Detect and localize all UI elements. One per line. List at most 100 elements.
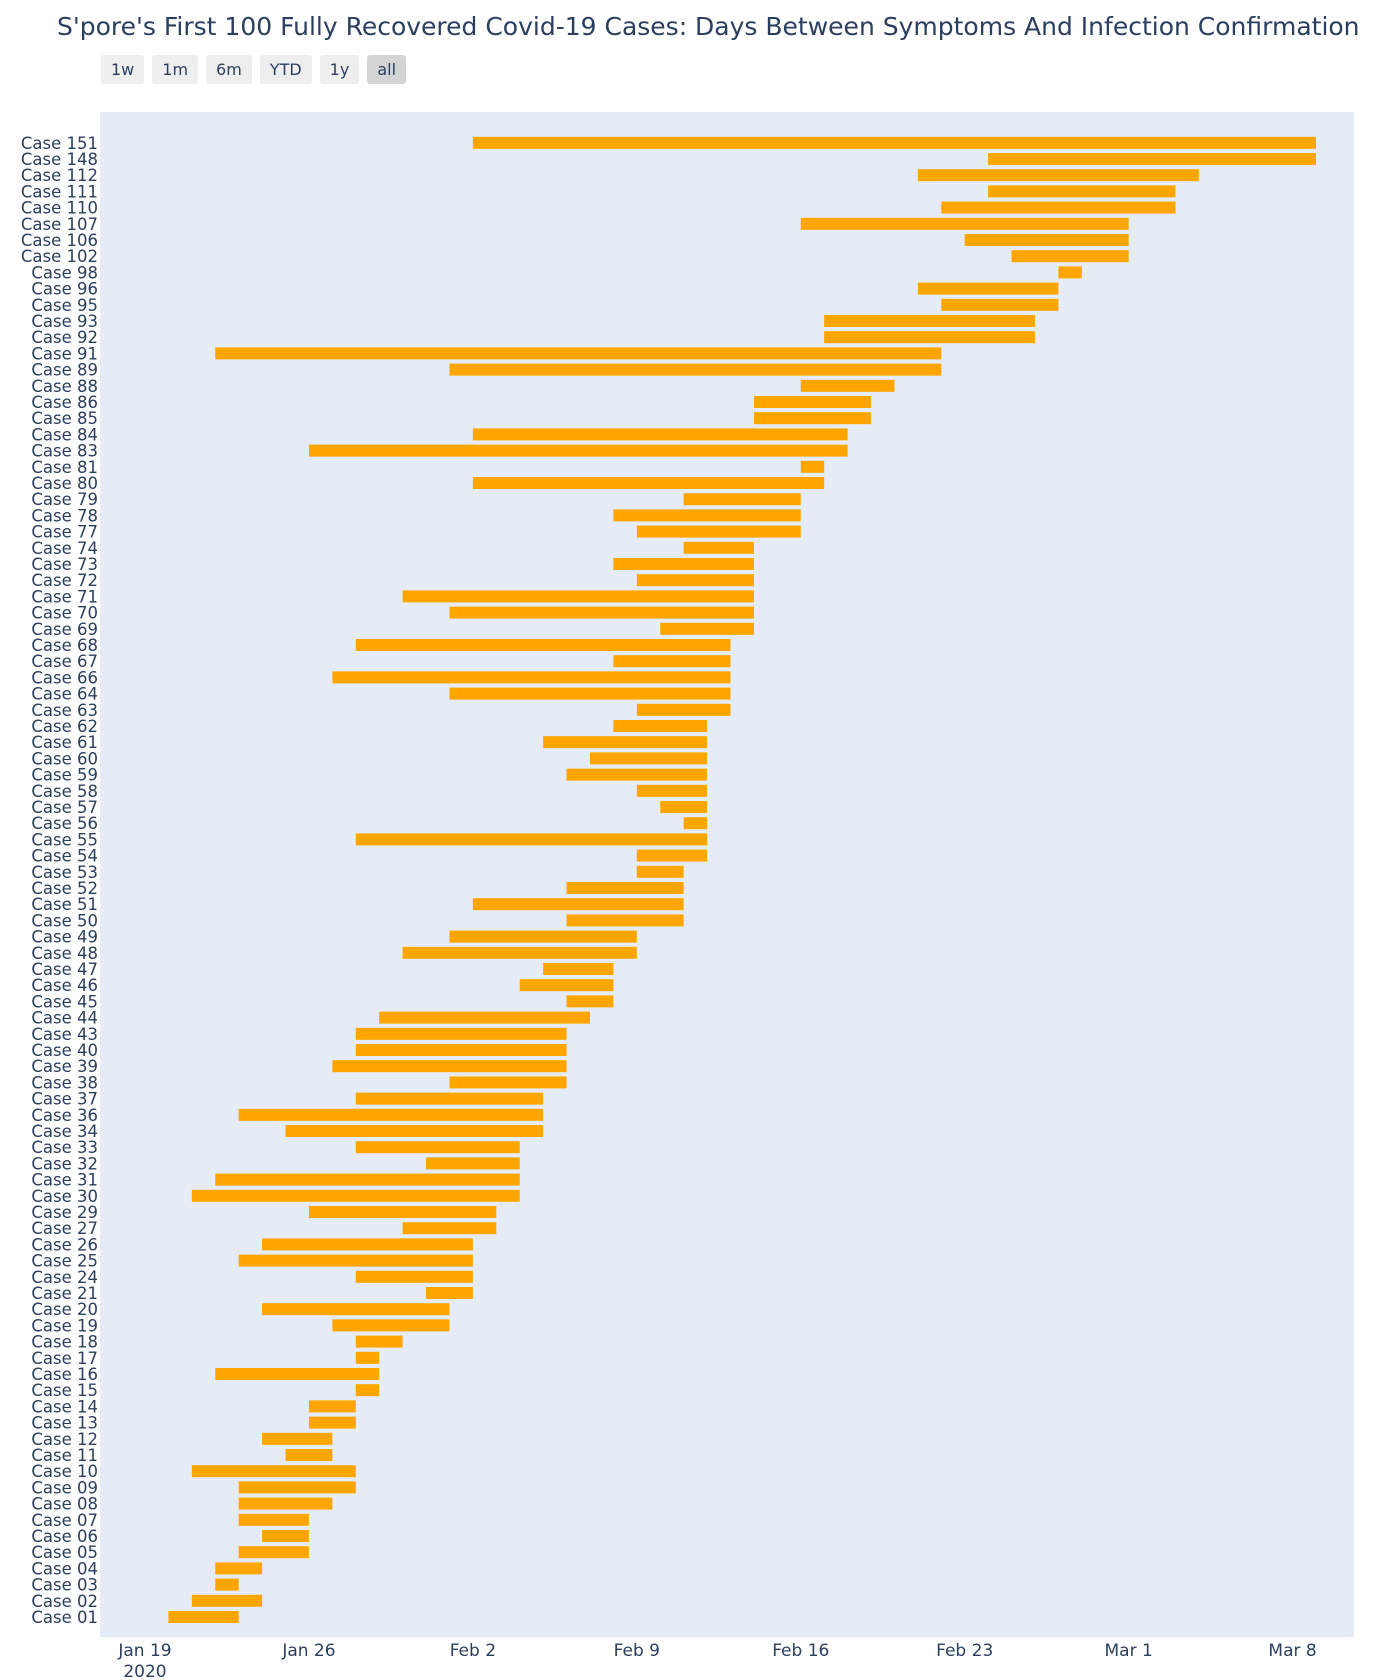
bar-case-25 (238, 1254, 473, 1267)
y-tick-label: Case 32 (31, 1154, 98, 1173)
bar-case-01 (168, 1611, 239, 1623)
bar-case-110 (941, 201, 1176, 214)
y-tick-label: Case 08 (31, 1495, 98, 1514)
y-tick-label: Case 59 (31, 766, 98, 785)
y-tick-label: Case 60 (31, 749, 98, 768)
y-tick-label: Case 19 (31, 1316, 98, 1335)
bar-case-78 (613, 509, 801, 522)
x-tick-label: Mar 8 (1268, 1641, 1316, 1661)
bar-case-44 (379, 1011, 590, 1024)
y-tick-label: Case 95 (31, 296, 98, 315)
bar-case-13 (308, 1416, 356, 1429)
bar-case-12 (262, 1432, 333, 1445)
y-tick-label: Case 55 (31, 830, 98, 849)
range-button-1w[interactable]: 1w (101, 55, 145, 84)
y-tick-label: Case 86 (31, 393, 98, 412)
y-tick-label: Case 17 (31, 1349, 98, 1368)
bar-case-84 (472, 428, 848, 441)
x-tick-label: Jan 26 (281, 1641, 335, 1661)
bar-case-151 (472, 136, 1316, 149)
bar-case-06 (262, 1530, 309, 1542)
y-tick-label: Case 92 (31, 328, 98, 347)
range-button-6m[interactable]: 6m (206, 55, 252, 84)
y-tick-label: Case 112 (21, 166, 98, 185)
y-tick-label: Case 54 (31, 847, 98, 866)
bar-case-38 (449, 1076, 567, 1089)
bar-case-70 (449, 606, 754, 619)
y-tick-label: Case 57 (31, 798, 98, 817)
bar-case-32 (426, 1157, 520, 1170)
range-button-all[interactable]: all (367, 55, 407, 84)
y-tick-label: Case 79 (31, 490, 98, 509)
y-tick-label: Case 89 (31, 361, 98, 380)
bar-case-08 (238, 1497, 333, 1510)
y-tick-label: Case 11 (31, 1446, 98, 1465)
y-tick-label: Case 85 (31, 409, 98, 428)
bar-case-34 (285, 1125, 544, 1137)
y-tick-label: Case 151 (21, 134, 98, 153)
y-tick-label: Case 44 (31, 1009, 98, 1028)
bar-case-95 (941, 298, 1059, 311)
y-tick-label: Case 61 (31, 733, 98, 752)
y-tick-label: Case 18 (31, 1333, 98, 1352)
bar-case-111 (988, 185, 1176, 198)
y-tick-label: Case 27 (31, 1219, 98, 1238)
bar-case-50 (566, 914, 684, 927)
y-tick-label: Case 01 (31, 1608, 98, 1627)
bar-case-48 (402, 946, 637, 959)
range-button-ytd[interactable]: YTD (259, 55, 312, 84)
bar-case-102 (1011, 250, 1129, 263)
y-tick-label: Case 64 (31, 685, 98, 704)
bar-case-26 (262, 1238, 473, 1251)
bar-case-63 (636, 703, 731, 716)
range-button-1m[interactable]: 1m (152, 55, 199, 84)
y-tick-label: Case 30 (31, 1187, 98, 1206)
bar-case-05 (238, 1546, 309, 1559)
y-tick-label: Case 45 (31, 992, 98, 1011)
bar-case-93 (824, 315, 1035, 327)
bar-case-17 (355, 1351, 380, 1364)
bar-case-72 (636, 574, 754, 587)
y-tick-label: Case 53 (31, 863, 98, 882)
x-tick-label: Mar 1 (1104, 1641, 1152, 1661)
bar-case-73 (613, 558, 754, 570)
bar-case-31 (215, 1173, 520, 1186)
y-tick-label: Case 40 (31, 1041, 98, 1060)
y-tick-label: Case 67 (31, 652, 98, 671)
bar-case-98 (1058, 266, 1082, 279)
bar-case-51 (472, 898, 684, 911)
bar-case-45 (566, 995, 614, 1008)
y-tick-label: Case 56 (31, 814, 98, 833)
bar-case-64 (449, 687, 731, 700)
bar-case-20 (262, 1303, 450, 1316)
x-tick-label: Feb 2 (450, 1641, 496, 1661)
y-tick-label: Case 50 (31, 911, 98, 930)
y-tick-label: Case 04 (31, 1559, 98, 1578)
y-tick-label: Case 80 (31, 474, 98, 493)
y-tick-label: Case 69 (31, 620, 98, 639)
y-tick-label: Case 02 (31, 1592, 98, 1611)
bar-case-14 (308, 1400, 356, 1413)
bar-case-81 (800, 460, 825, 473)
y-tick-label: Case 46 (31, 976, 98, 995)
bar-case-61 (543, 736, 708, 749)
x-tick-label: Feb 16 (772, 1641, 829, 1661)
bar-case-18 (355, 1335, 403, 1348)
bar-case-33 (355, 1141, 520, 1154)
y-tick-label: Case 106 (21, 231, 98, 250)
y-tick-label: Case 14 (31, 1397, 98, 1416)
y-tick-label: Case 148 (21, 150, 98, 169)
bar-case-21 (426, 1287, 473, 1299)
bar-case-77 (636, 525, 801, 538)
y-tick-label: Case 24 (31, 1268, 98, 1287)
range-button-1y[interactable]: 1y (319, 55, 360, 84)
y-tick-label: Case 110 (21, 199, 98, 218)
bar-case-30 (191, 1189, 520, 1202)
y-tick-label: Case 58 (31, 782, 98, 801)
y-tick-label: Case 10 (31, 1462, 98, 1481)
bar-case-24 (355, 1270, 473, 1283)
y-tick-label: Case 93 (31, 312, 98, 331)
bar-case-29 (308, 1206, 497, 1218)
